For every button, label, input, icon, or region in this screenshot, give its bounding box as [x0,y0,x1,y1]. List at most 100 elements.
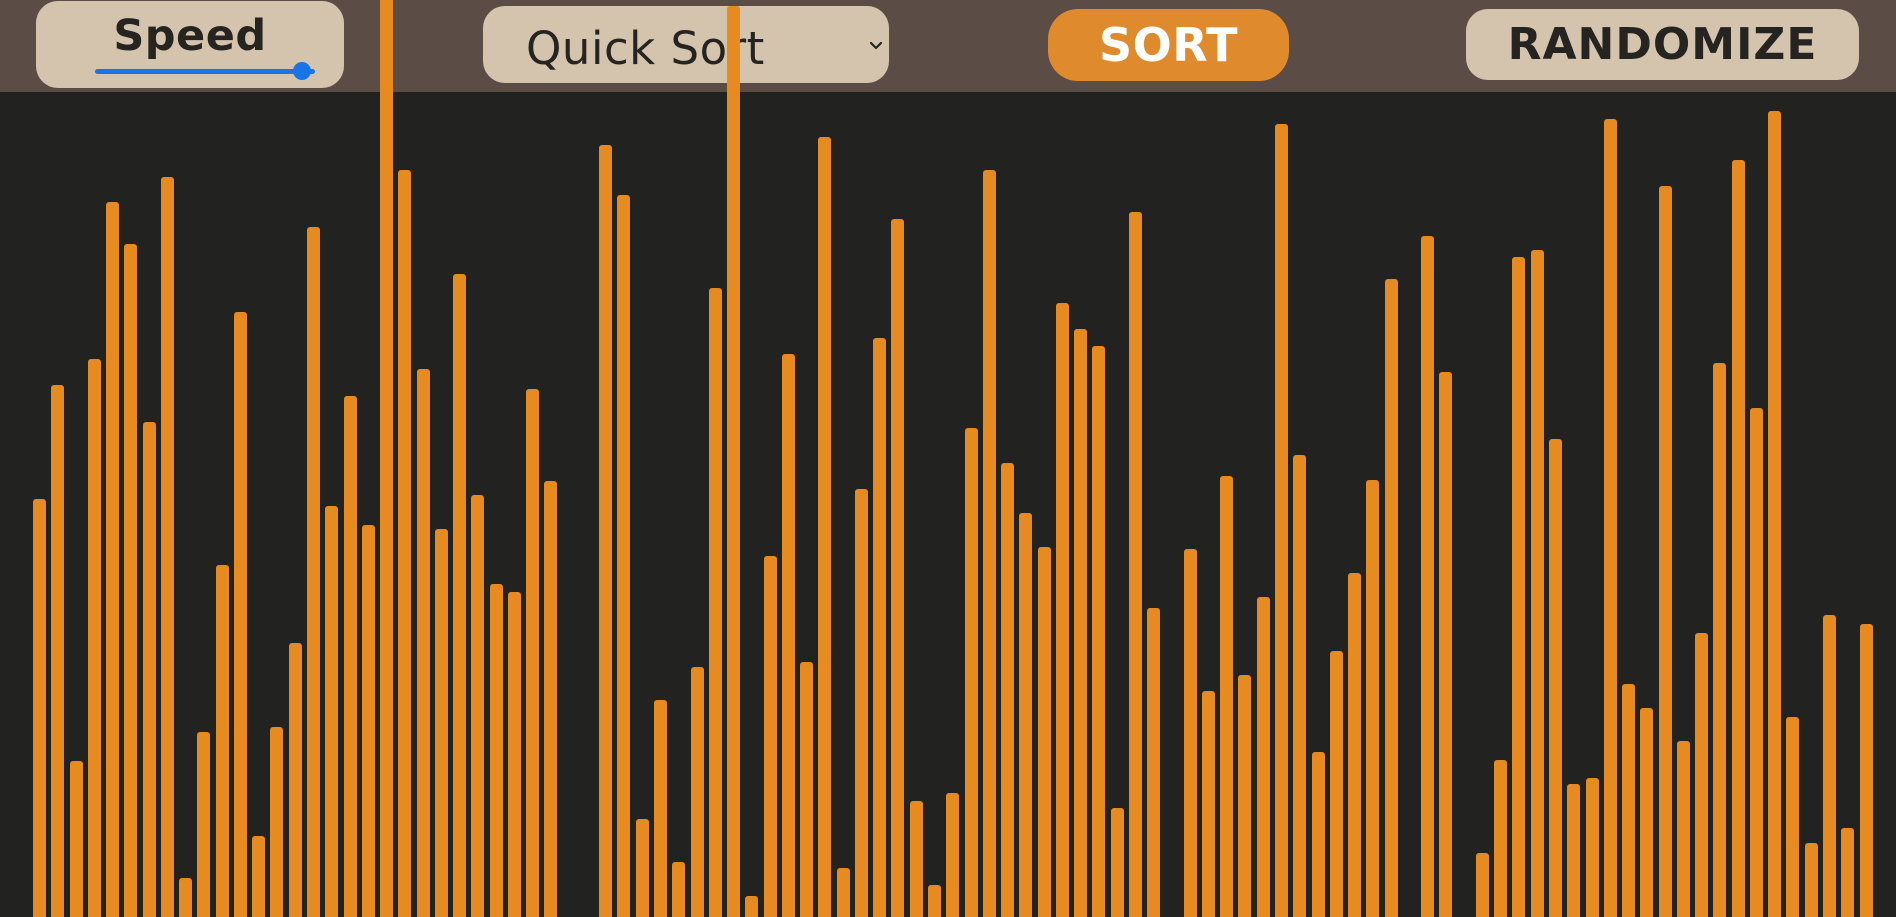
array-bar [1622,684,1636,917]
array-bar [982,170,996,917]
array-bar [1147,608,1161,917]
array-bar [1128,212,1142,917]
array-bar [1768,111,1782,917]
array-bar [1293,455,1307,917]
array-bar [471,495,485,917]
array-bar [727,6,741,917]
array-bar [781,354,795,917]
array-bar [270,727,284,917]
array-bar [964,428,978,917]
chevron-down-icon [869,41,883,50]
array-bar [106,202,120,917]
array-bar [1074,329,1088,917]
array-bar [1713,363,1727,917]
array-bar [215,565,229,917]
array-bar [51,385,65,917]
array-bar [854,489,868,917]
array-bar [1859,624,1873,917]
array-bar [1329,651,1343,917]
array-bar [1804,843,1818,917]
algorithm-select[interactable]: Quick Sort [483,6,889,83]
array-bar [343,396,357,917]
array-bar [1439,372,1453,917]
array-bar [1238,675,1252,917]
array-bar [124,244,138,917]
array-bar [1019,513,1033,917]
array-bar [526,389,540,917]
array-bar [836,868,850,917]
speed-label: Speed [113,11,267,61]
array-bar [763,556,777,917]
array-bar [288,643,302,917]
array-bar [1311,752,1325,917]
array-bar [252,836,266,917]
array-bar [453,274,467,917]
array-bar [142,422,156,917]
array-bar [1585,778,1599,917]
array-bar [1475,853,1489,917]
array-bar [69,761,83,917]
array-bar [1603,119,1617,917]
array-bar [1567,784,1581,917]
array-bar [416,369,430,917]
array-bar [708,288,722,917]
array-bar [87,359,101,917]
array-bar [1548,439,1562,917]
array-bar [544,481,558,917]
array-bar [1695,633,1709,917]
randomize-button[interactable]: RANDOMIZE [1466,9,1859,80]
array-bar [873,338,887,917]
array-bar [1822,615,1836,917]
array-bar [380,0,394,917]
array-bar [1640,708,1654,917]
array-bar [1220,476,1234,917]
array-bar [398,170,412,917]
array-bar [33,499,46,917]
array-bar [1786,717,1800,917]
sort-button[interactable]: SORT [1048,9,1289,81]
array-bar [507,592,521,917]
array-bar [1001,463,1015,917]
array-bar [179,878,193,917]
array-bar [909,801,923,917]
array-bar [160,177,174,917]
toolbar: Speed Quick Sort SORT RANDOMIZE [0,0,1896,92]
array-bar [197,732,211,917]
array-bar [1494,760,1508,917]
array-bar [434,529,448,917]
array-bar [690,667,704,917]
array-bar [654,700,667,917]
array-bar [635,819,649,917]
array-bar [1421,236,1435,917]
array-bar [745,896,759,917]
array-bar [891,219,905,917]
array-bar [1348,573,1362,917]
array-bar [233,312,247,917]
array-bar [306,227,320,917]
array-bar [1749,408,1763,917]
array-bar [946,793,960,917]
array-bar [1055,303,1069,917]
array-bar [1512,257,1526,917]
array-bar [1201,691,1215,917]
array-bar [489,584,503,917]
array-bar [818,137,832,917]
speed-slider-thumb[interactable] [292,62,311,80]
array-bar [672,862,686,917]
array-bar [1731,160,1745,917]
array-bar [800,662,814,917]
array-bar [1530,250,1544,917]
array-bar [617,195,631,917]
array-bar [1366,480,1380,917]
array-bar [1384,279,1398,917]
array-bar [1037,547,1051,917]
array-bar [599,145,613,917]
array-bar [1658,186,1672,917]
array-bar [1676,741,1690,917]
speed-control: Speed [36,1,344,88]
speed-slider[interactable] [95,69,315,74]
array-bar [927,885,941,917]
array-bar [1275,124,1289,917]
